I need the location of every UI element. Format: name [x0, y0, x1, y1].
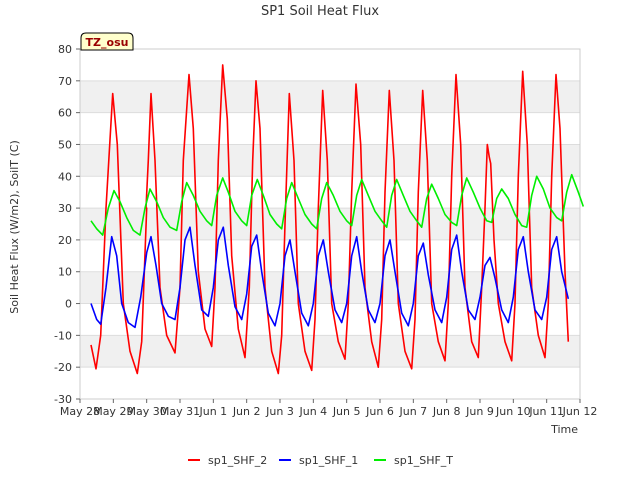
y-tick-label: 70 [58, 75, 72, 88]
x-tick-label: Jun 4 [298, 405, 327, 418]
x-tick-label: Jun 12 [562, 405, 598, 418]
x-tick-label: Jun 9 [465, 405, 494, 418]
x-tick-label: Jun 3 [265, 405, 294, 418]
x-tick-label: May 31 [160, 405, 200, 418]
x-tick-label: Jun 8 [432, 405, 461, 418]
y-tick-label: 10 [58, 266, 72, 279]
x-tick-label: May 28 [60, 405, 100, 418]
x-tick-label: Jun 11 [528, 405, 564, 418]
timezone-annotation: TZ_osu [80, 32, 134, 51]
y-tick-label: -20 [54, 361, 72, 374]
x-axis-label: Time [550, 423, 578, 436]
y-axis: -30 -20 -10 0 10 20 30 40 50 60 70 80 [54, 43, 80, 406]
plot-band [80, 80, 580, 113]
x-tick-label: Jun 1 [198, 405, 227, 418]
y-tick-label: 80 [58, 43, 72, 56]
legend-label: sp1_SHF_T [394, 454, 453, 467]
y-tick-label: -30 [54, 393, 72, 406]
y-axis-label: Soil Heat Flux (W/m2), SoilT (C) [8, 140, 21, 313]
x-tick-label: Jun 2 [232, 405, 261, 418]
plot-band [80, 335, 580, 368]
series-line-sp1_SHF_2 [90, 64, 570, 375]
y-tick-label: 60 [58, 107, 72, 120]
x-tick-label: Jun 7 [398, 405, 427, 418]
x-tick-label: May 29 [93, 405, 133, 418]
legend-label: sp1_SHF_1 [299, 454, 358, 467]
legend-label: sp1_SHF_2 [208, 454, 267, 467]
series-line-sp1_SHF_T [90, 173, 585, 236]
y-tick-label: 20 [58, 234, 72, 247]
y-tick-label: 50 [58, 138, 72, 151]
y-tick-label: 30 [58, 202, 72, 215]
y-tick-label: -10 [54, 329, 72, 342]
y-tick-label: 40 [58, 170, 72, 183]
series-line-sp1_SHF_1 [90, 226, 570, 329]
series-lines [90, 64, 585, 375]
plot-band [80, 271, 580, 304]
timezone-badge [80, 32, 134, 51]
x-tick-label: May 30 [127, 405, 167, 418]
chart-title: SP1 Soil Heat Flux [261, 4, 379, 19]
y-tick-label: 0 [65, 298, 72, 311]
timezone-label: TZ_osu [86, 36, 129, 49]
plot-band [80, 144, 580, 177]
plot-area [79, 48, 581, 400]
x-tick-label: Jun 6 [365, 405, 394, 418]
legend: sp1_SHF_2 sp1_SHF_1 sp1_SHF_T [188, 454, 453, 467]
x-tick-label: Jun 5 [332, 405, 361, 418]
x-tick-label: Jun 10 [495, 405, 531, 418]
